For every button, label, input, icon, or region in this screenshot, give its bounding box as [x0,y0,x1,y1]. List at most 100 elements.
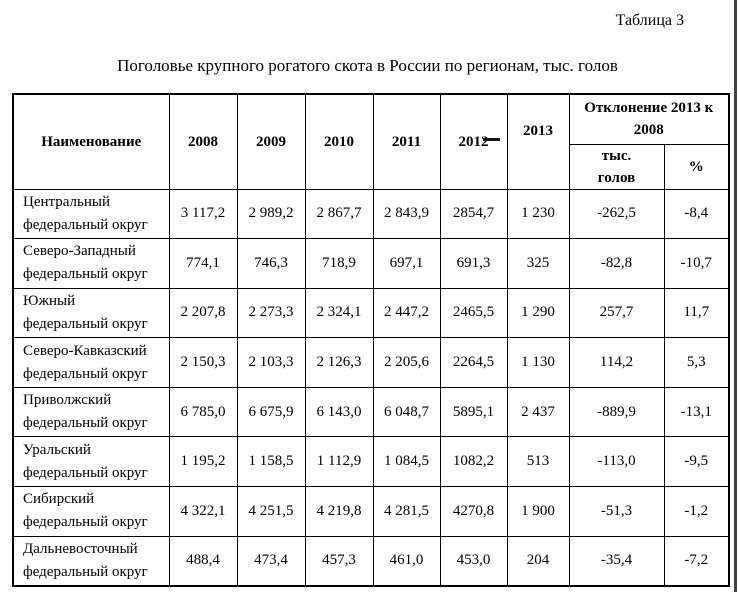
value-cell: 114,2 [568,337,665,388]
value-cell: 488,4 [168,535,238,587]
value-cell: 774,1 [168,238,238,289]
table-title: Поголовье крупного рогатого скота в Росс… [117,56,618,75]
value-cell: 2 989,2 [236,188,306,240]
value-cell: 2 437 [506,386,570,438]
value-cell: -7,2 [663,535,730,587]
value-cell: 6 048,7 [372,386,441,438]
region-name-cell: Дальневосточный федеральный округ [12,535,170,587]
region-name-cell: Уральский федеральный округ [12,436,170,488]
header-name-column: Наименование [12,93,170,190]
value-cell: 513 [506,436,570,488]
table-row: Уральский федеральный округ 1 195,2 1 158,5… [12,436,730,488]
value-cell: 2 843,9 [372,188,441,240]
region-name-cell: Приволжский федеральный округ [12,386,170,438]
region-name-cell: Северо-Западный федеральный округ [12,238,170,289]
value-cell: 1 084,5 [372,436,441,488]
value-cell: 2 205,6 [372,337,441,388]
value-cell: 1 900 [506,486,570,537]
region-name-line: федеральный округ [23,415,148,432]
table-row: Южный федеральный округ 2 207,8 2 273,3 2 32… [12,287,730,339]
header-year-2012: 2012 [439,93,508,190]
header-deviation-percent: % [663,143,730,190]
region-name-cell: Центральный федеральный округ [12,188,170,240]
region-name-line: Уральский [23,441,91,458]
value-cell: -82,8 [568,238,665,289]
value-cell: 6 785,0 [168,386,238,438]
value-cell: -51,3 [568,486,665,537]
value-cell: -9,5 [663,436,730,488]
value-cell: -113,0 [568,436,665,488]
table-header: Наименование 2008 2009 2010 2011 2012 20… [12,93,730,190]
value-cell: -1,2 [663,486,730,537]
region-name-line: федеральный округ [23,266,148,283]
value-cell: 5,3 [663,337,730,388]
value-cell: 2 207,8 [168,287,238,339]
value-cell: 3 117,2 [168,188,238,240]
table-row: Сибирский федеральный округ 4 322,1 4 251,5… [12,486,730,537]
table-row: Северо-Кавказский федеральный округ 2 150,… [12,337,730,388]
table-border-artifact [483,138,500,141]
value-cell: 1 158,5 [236,436,306,488]
region-name-line: Приволжский [23,392,112,409]
header-deviation-units-line2: голов [597,169,636,186]
value-cell: 691,3 [439,238,508,289]
region-name-line: федеральный округ [23,365,148,382]
value-cell: 2465,5 [439,287,508,339]
value-cell: 4 322,1 [168,486,238,537]
value-cell: 325 [506,238,570,289]
region-name-line: федеральный округ [23,514,148,531]
page-edge-line [734,0,737,592]
value-cell: 453,0 [439,535,508,587]
region-name-cell: Южный федеральный округ [12,287,170,339]
region-name-cell: Сибирский федеральный округ [12,486,170,537]
header-year-2009: 2009 [236,93,306,190]
header-year-2011: 2011 [372,93,441,190]
table-body: Центральный федеральный округ 3 117,2 2 989… [12,188,730,587]
value-cell: 1082,2 [439,436,508,488]
header-year-2013-label: 2013 [523,122,553,139]
region-name-line: Центральный [23,193,111,210]
header-deviation-group: Отклонение 2013 к 2008 [568,93,730,145]
value-cell: -262,5 [568,188,665,240]
value-cell: 2 150,3 [168,337,238,388]
value-cell: 457,3 [304,535,374,587]
value-cell: 204 [506,535,570,587]
header-year-2013: 2013 [506,93,570,190]
region-name-line: федеральный округ [23,216,148,233]
value-cell: 1 290 [506,287,570,339]
value-cell: -8,4 [663,188,730,240]
value-cell: 1 130 [506,337,570,388]
header-row-top: Наименование 2008 2009 2010 2011 2012 20… [12,93,730,190]
value-cell: -889,9 [568,386,665,438]
region-name-line: Северо-Западный [23,243,136,260]
value-cell: 4 219,8 [304,486,374,537]
value-cell: 746,3 [236,238,306,289]
value-cell: -13,1 [663,386,730,438]
region-name-line: федеральный округ [23,464,148,481]
header-deviation-units-line1: тыс. [601,147,632,164]
region-name-line: федеральный округ [23,563,148,580]
table-row: Дальневосточный федеральный округ 488,4 473… [12,535,730,587]
value-cell: 2 867,7 [304,188,374,240]
region-name-line: Южный [23,292,76,309]
value-cell: 11,7 [663,287,730,339]
value-cell: 6 143,0 [304,386,374,438]
value-cell: 4270,8 [439,486,508,537]
table-row: Северо-Западный федеральный округ 774,1 746… [12,238,730,289]
value-cell: 4 251,5 [236,486,306,537]
value-cell: 2 126,3 [304,337,374,388]
region-name-line: Северо-Кавказский [23,342,147,359]
table-row: Приволжский федеральный округ 6 785,0 6 675… [12,386,730,438]
value-cell: 1 112,9 [304,436,374,488]
value-cell: 2854,7 [439,188,508,240]
header-year-2008: 2008 [168,93,238,190]
value-cell: 473,4 [236,535,306,587]
table-row: Центральный федеральный округ 3 117,2 2 989… [12,188,730,240]
cattle-population-table: Наименование 2008 2009 2010 2011 2012 20… [12,93,731,587]
value-cell: 461,0 [372,535,441,587]
value-cell: 2 324,1 [304,287,374,339]
value-cell: 6 675,9 [236,386,306,438]
value-cell: 1 230 [506,188,570,240]
value-cell: 2 103,3 [236,337,306,388]
